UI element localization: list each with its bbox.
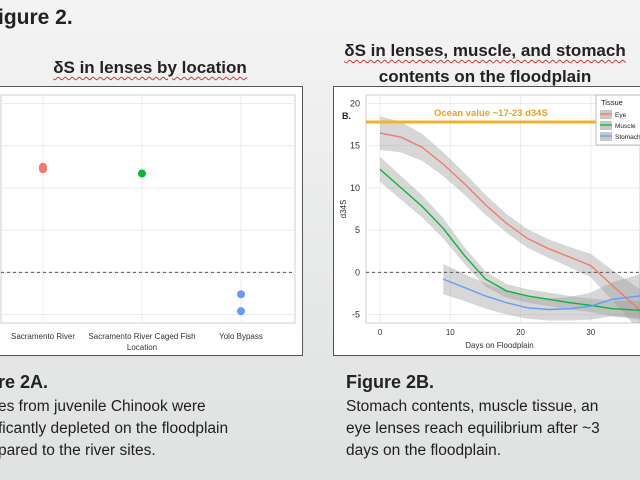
- legend-title: Tissue: [601, 98, 623, 107]
- series-line: [379, 168, 640, 312]
- series-line: [443, 278, 640, 311]
- caption-a-heading: re 2A.: [0, 372, 49, 392]
- y-tick-label: 0: [355, 267, 360, 277]
- caption-b-line: Stomach contents, muscle tissue, an: [346, 398, 599, 415]
- caption-b-body: Stomach contents, muscle tissue, an eye …: [346, 396, 600, 462]
- data-point: [237, 307, 245, 316]
- figure-title: igure 2.: [0, 6, 73, 29]
- panel-a-title: δS in lenses by location: [10, 58, 290, 78]
- legend-label: Stomach: [615, 134, 640, 141]
- caption-a-body: es from juvenile Chinook were ficantly d…: [0, 396, 228, 462]
- x-tick-label: 30: [586, 328, 595, 337]
- plot-layer: [366, 116, 640, 323]
- y-axis-label: d34S: [339, 200, 348, 219]
- chart-b-frame: Ocean value ~17-23 d34S B. -5 0 5 10 15 20 0 10 20…: [333, 86, 640, 356]
- series-line: [379, 132, 640, 311]
- x-tick-label: 0: [378, 328, 383, 337]
- data-point: [39, 165, 47, 174]
- x-tick-label: Sacramento River Caged Fish: [88, 332, 195, 341]
- data-point: [237, 290, 245, 299]
- ocean-line-label: Ocean value ~17-23 d34S: [434, 108, 548, 119]
- panel-b-title-line1: δS in lenses, muscle, and stomach: [344, 41, 626, 60]
- plot-area: [365, 94, 640, 324]
- panel-b-title: δS in lenses, muscle, and stomach conten…: [320, 38, 640, 90]
- panel-b-title-line2: contents on the floodplain: [378, 67, 592, 86]
- chart-a: Sacramento River Sacramento River Caged F…: [0, 94, 296, 352]
- chart-a-frame: Sacramento River Sacramento River Caged F…: [0, 86, 303, 356]
- y-tick-label: 10: [350, 183, 360, 193]
- panel-a-title-text: δS in lenses by location: [53, 58, 247, 77]
- legend: Tissue Eye Muscle Stomach: [595, 94, 640, 146]
- caption-b-line: eye lenses reach equilibrium after ~3: [346, 420, 600, 437]
- y-tick-label: -5: [352, 310, 360, 320]
- caption-a-line: pared to the river sites.: [0, 442, 156, 459]
- y-tick-label: 20: [350, 98, 360, 108]
- caption-a-line: es from juvenile Chinook were: [0, 398, 206, 415]
- x-tick-label: 20: [516, 328, 525, 337]
- caption-a-line: ficantly depleted on the floodplain: [0, 420, 229, 437]
- confidence-band: [380, 156, 640, 320]
- x-axis-label: Location: [127, 343, 157, 352]
- chart-b: Ocean value ~17-23 d34S B. -5 0 5 10 15 20 0 10 20…: [339, 94, 640, 350]
- legend-label: Eye: [615, 112, 627, 119]
- y-tick-label: 15: [350, 141, 360, 151]
- caption-b-heading: Figure 2B.: [346, 372, 435, 392]
- panel-label: B.: [342, 111, 351, 121]
- x-tick-label: Yolo Bypass: [219, 332, 263, 341]
- confidence-band: [380, 116, 640, 323]
- legend-box: [595, 94, 640, 146]
- legend-label: Muscle: [615, 123, 636, 130]
- x-tick-label: Sacramento River: [11, 332, 75, 341]
- plot-area: [0, 94, 296, 324]
- data-point: [138, 169, 146, 178]
- x-tick-label: 10: [446, 328, 455, 337]
- y-tick-label: 5: [355, 225, 360, 235]
- x-axis-label: Days on Floodplain: [465, 341, 533, 350]
- caption-b-line: days on the floodplain.: [346, 442, 502, 459]
